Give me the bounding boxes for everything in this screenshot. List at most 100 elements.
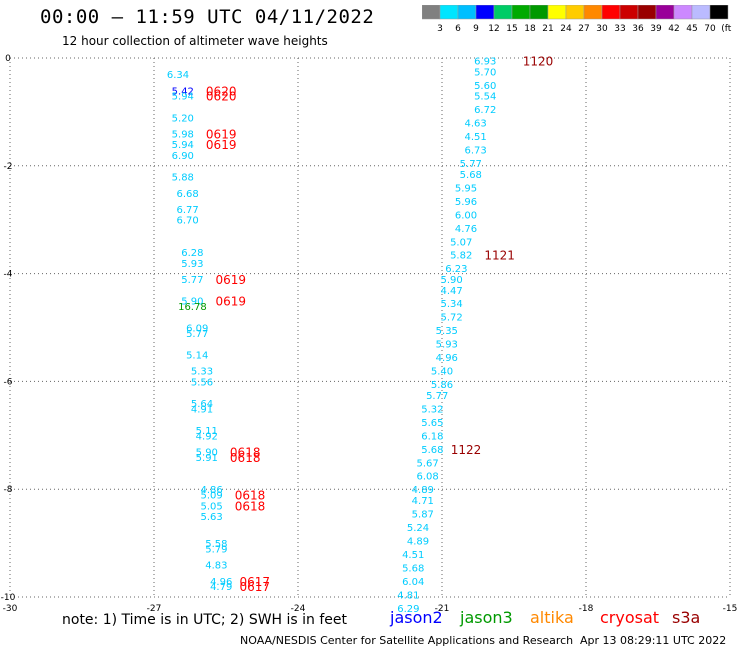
wave-height-label: 6.72 bbox=[474, 105, 496, 116]
wave-height-label: 5.70 bbox=[474, 67, 496, 78]
scale-label: 30 bbox=[596, 24, 608, 34]
mission-legend-item: jason3 bbox=[460, 608, 513, 627]
scale-label: 6 bbox=[455, 24, 461, 34]
pass-time-label: 0619 bbox=[206, 127, 237, 141]
mission-legend-item: jason2 bbox=[390, 608, 443, 627]
wave-height-label: 5.68 bbox=[460, 170, 482, 181]
wave-height-label: 5.96 bbox=[455, 197, 477, 208]
x-tick-label: -30 bbox=[3, 604, 18, 614]
wave-height-label: 4.51 bbox=[464, 132, 486, 143]
wave-height-label: 5.32 bbox=[421, 404, 443, 415]
scale-label: 18 bbox=[524, 24, 536, 34]
wave-height-label: 5.72 bbox=[440, 313, 462, 324]
wave-height-label: 5.54 bbox=[474, 92, 496, 103]
wave-height-label: 4.79 bbox=[210, 582, 232, 593]
wave-height-label: 5.77 bbox=[460, 159, 482, 170]
wave-height-label: 5.40 bbox=[431, 367, 453, 378]
wave-height-label: 4.96 bbox=[436, 353, 458, 364]
pass-time-label: 1120 bbox=[523, 55, 554, 69]
wave-height-label: 5.33 bbox=[191, 367, 213, 378]
scale-label: 15 bbox=[506, 24, 517, 34]
wave-height-label: 5.60 bbox=[474, 81, 496, 92]
wave-height-label: 5.98 bbox=[172, 129, 194, 140]
wave-height-label: 5.56 bbox=[191, 377, 213, 388]
scale-label: 42 bbox=[668, 24, 679, 34]
wave-height-label: 5.86 bbox=[431, 380, 453, 391]
wave-height-label: 4.71 bbox=[412, 496, 434, 507]
scale-label: 21 bbox=[542, 24, 553, 34]
wave-height-label: 6.28 bbox=[181, 248, 203, 259]
scale-label: 33 bbox=[614, 24, 625, 34]
wave-height-label: 5.05 bbox=[200, 501, 222, 512]
wave-height-label: 5.79 bbox=[205, 544, 227, 555]
wave-height-label: 5.65 bbox=[421, 418, 443, 429]
wave-height-label: 5.11 bbox=[196, 426, 218, 437]
pass-time-label: 0620 bbox=[206, 84, 237, 98]
pass-time-label: 0619 bbox=[206, 138, 237, 152]
wave-height-label: 6.73 bbox=[464, 146, 486, 157]
wave-height-label: 4.83 bbox=[205, 561, 227, 572]
pass-time-label: 0618 bbox=[235, 499, 266, 513]
chart-subtitle: 12 hour collection of altimeter wave hei… bbox=[62, 34, 328, 48]
wave-height-label: 5.91 bbox=[196, 453, 218, 464]
wave-height-label: 5.64 bbox=[191, 399, 213, 410]
y-tick-label: -2 bbox=[4, 162, 13, 172]
footer-credit: NOAA/NESDIS Center for Satellite Applica… bbox=[240, 634, 574, 647]
pass-time-label: 1121 bbox=[484, 249, 515, 263]
pass-time-label: 1122 bbox=[451, 443, 482, 457]
mission-legend-item: s3a bbox=[672, 608, 701, 627]
wave-height-label: 5.42 bbox=[172, 86, 194, 97]
wave-height-label: 5.09 bbox=[200, 491, 222, 502]
x-tick-label: -21 bbox=[435, 604, 450, 614]
y-tick-label: -10 bbox=[1, 593, 16, 603]
wave-height-label: 6.00 bbox=[455, 210, 477, 221]
pass-time-label: 0619 bbox=[216, 295, 247, 309]
wave-height-label: 4.51 bbox=[402, 550, 424, 561]
wave-height-label: 6.70 bbox=[176, 216, 198, 227]
wave-height-label: 6.23 bbox=[445, 264, 467, 275]
wave-height-label: 5.24 bbox=[407, 523, 429, 534]
wave-height-label: 5.95 bbox=[455, 183, 477, 194]
footer-note: note: 1) Time is in UTC; 2) SWH is in fe… bbox=[62, 612, 348, 628]
wave-height-label: 5.93 bbox=[436, 340, 458, 351]
wave-height-label: 6.18 bbox=[421, 431, 443, 442]
y-tick-label: -6 bbox=[4, 377, 13, 387]
wave-height-label: 6.04 bbox=[402, 577, 424, 588]
y-tick-label: -8 bbox=[4, 485, 13, 495]
wave-height-label: 5.14 bbox=[186, 350, 208, 361]
scale-swatch bbox=[709, 5, 729, 20]
pass-time-label: 0620 bbox=[206, 90, 237, 104]
scale-label: 9 bbox=[473, 24, 479, 34]
wave-height-label: 6.34 bbox=[167, 70, 189, 81]
wave-height-label: 5.58 bbox=[205, 539, 227, 550]
wave-height-label: 5.88 bbox=[172, 173, 194, 184]
wave-height-label: 4.96 bbox=[210, 577, 232, 588]
pass-time-label: 0619 bbox=[216, 273, 247, 287]
wave-height-label: 4.63 bbox=[464, 119, 486, 130]
wave-height-label: 5.68 bbox=[402, 563, 424, 574]
x-tick-label: -24 bbox=[291, 604, 306, 614]
wave-height-label: 5.77 bbox=[426, 391, 448, 402]
x-tick-label: -18 bbox=[579, 604, 594, 614]
chart-title: 00:00 – 11:59 UTC 04/11/2022 bbox=[40, 6, 375, 28]
x-tick-label: -15 bbox=[723, 604, 738, 614]
pass-time-label: 0618 bbox=[230, 445, 261, 459]
scale-label: 39 bbox=[650, 24, 662, 34]
wave-height-label: 5.90 bbox=[440, 275, 462, 286]
wave-height-label: 5.34 bbox=[440, 299, 462, 310]
scale-label: 70 bbox=[704, 24, 716, 34]
scale-label: 36 bbox=[632, 24, 644, 34]
wave-height-label: 4.89 bbox=[407, 536, 429, 547]
wave-height-label: 5.94 bbox=[172, 92, 194, 103]
scale-label: (ft) bbox=[721, 24, 732, 34]
pass-time-label: 0617 bbox=[240, 580, 271, 594]
x-tick-label: -27 bbox=[147, 604, 162, 614]
mission-legend-item: altika bbox=[530, 608, 574, 627]
wave-height-label: 5.77 bbox=[186, 329, 208, 340]
scale-label: 3 bbox=[437, 24, 443, 34]
mission-legend-item: cryosat bbox=[600, 608, 660, 627]
footer-timestamp: Apr 13 08:29:11 UTC 2022 bbox=[580, 634, 727, 647]
y-tick-label: -4 bbox=[4, 270, 13, 280]
